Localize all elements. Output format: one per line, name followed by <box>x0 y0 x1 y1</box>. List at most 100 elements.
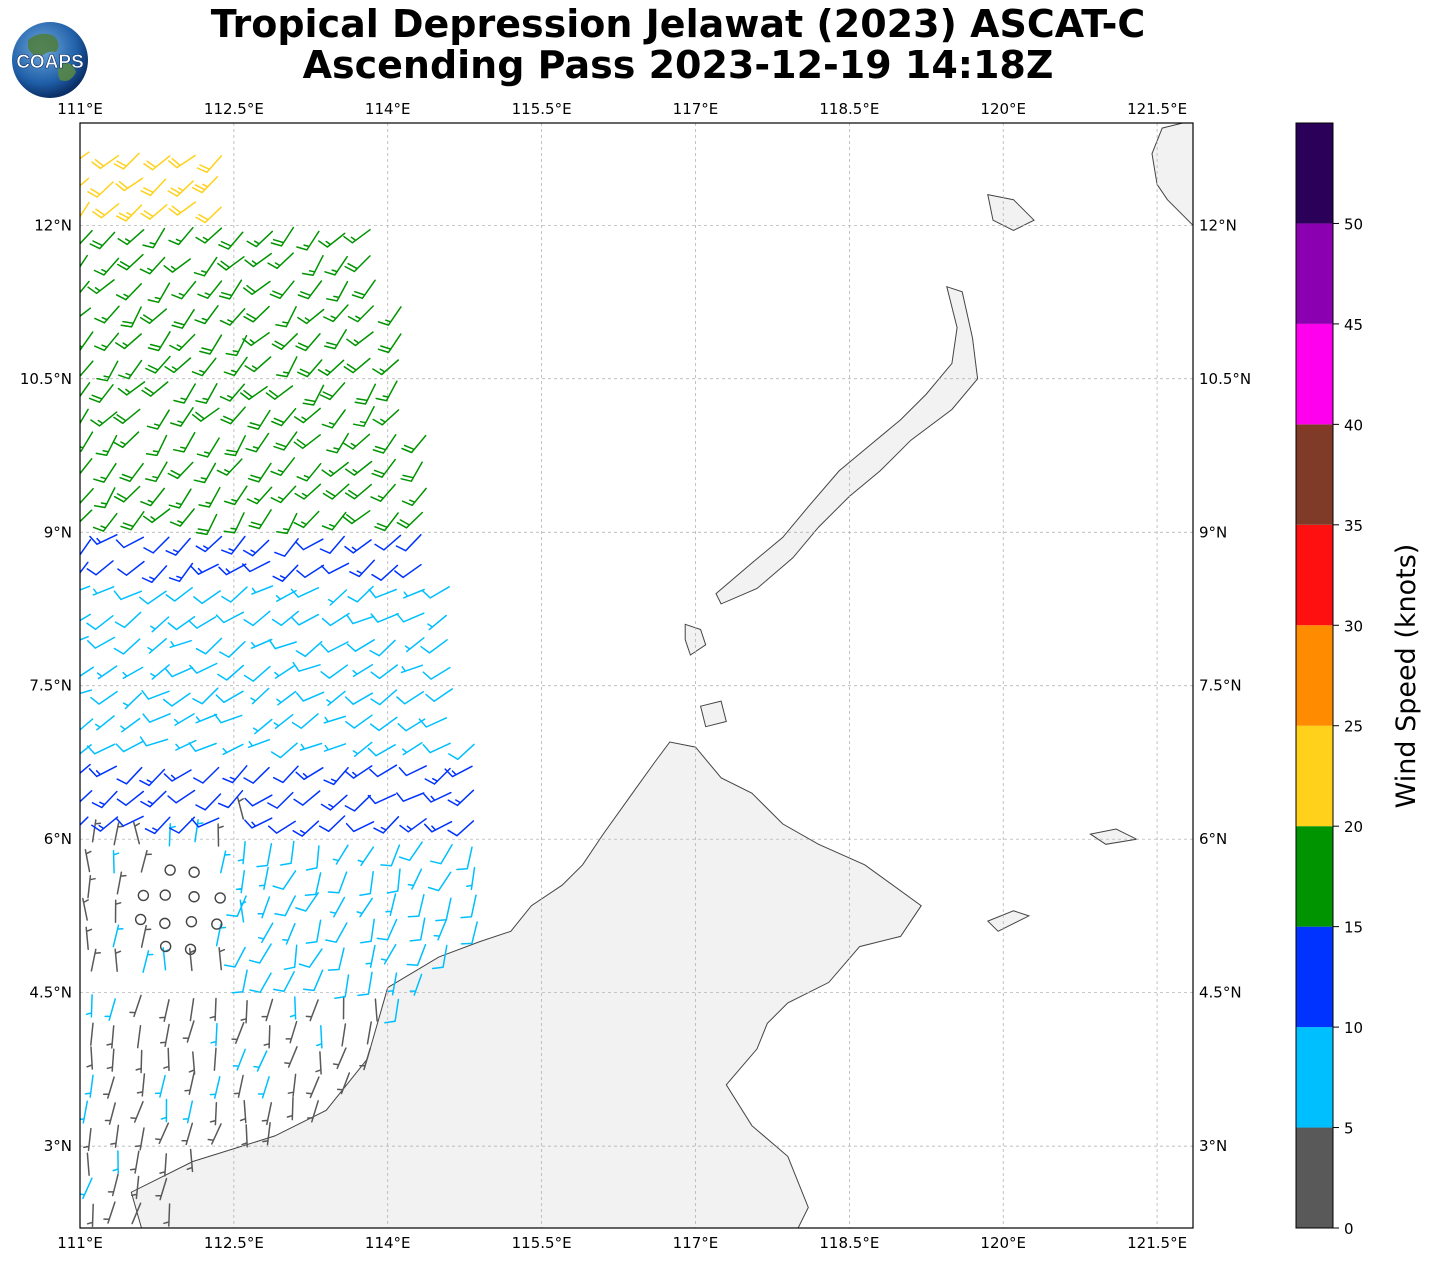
wind-barb <box>116 790 145 806</box>
wind-barb <box>270 742 298 759</box>
colorbar-tick-label: 15 <box>1344 919 1363 937</box>
wind-barb <box>246 230 274 248</box>
calm-wind-marker <box>211 918 223 930</box>
wind-barb <box>398 765 427 777</box>
wind-barb <box>235 870 246 894</box>
wind-barb <box>466 866 476 891</box>
wind-barb <box>360 918 375 944</box>
wind-barb <box>365 944 376 968</box>
wind-barb <box>275 356 298 378</box>
wind-barb <box>150 664 170 680</box>
wind-barb <box>316 1025 323 1049</box>
wind-barb <box>448 743 475 761</box>
wind-barb <box>169 639 192 649</box>
colorbar: 0 5 10 15 20 25 30 35 40 45 50 Wind Speed (knots) <box>1295 122 1422 1238</box>
wind-barb <box>219 308 246 326</box>
wind-barb <box>145 355 171 374</box>
wind-barb <box>421 586 450 599</box>
wind-barb <box>290 613 320 626</box>
wind-barb <box>272 971 295 993</box>
wind-barb <box>80 816 89 827</box>
wind-barb <box>299 742 323 751</box>
wind-barb <box>343 357 371 374</box>
wind-barb <box>298 948 323 968</box>
wind-barb <box>94 305 120 324</box>
wind-barb <box>231 1021 245 1044</box>
wind-barb <box>113 590 143 601</box>
wind-barb <box>385 893 397 917</box>
wind-barb <box>195 637 223 655</box>
wind-barb <box>129 1150 140 1174</box>
wind-barb <box>224 435 246 457</box>
lat-tick-label-left: 10.5°N <box>20 370 72 388</box>
wind-barb <box>293 407 321 424</box>
wind-barb <box>236 796 245 820</box>
wind-barb <box>168 154 196 169</box>
wind-barb <box>343 433 371 450</box>
lat-tick-label-left: 12°N <box>34 216 72 234</box>
lat-tick-label-left: 4.5°N <box>29 984 72 1002</box>
wind-barb <box>267 791 294 809</box>
wind-barb <box>88 384 114 403</box>
wind-barb <box>357 846 375 867</box>
wind-barb <box>270 457 296 477</box>
wind-barb <box>289 996 297 1020</box>
title-block: Tropical Depression Jelawat (2023) ASCAT… <box>0 4 1356 86</box>
wind-barb <box>139 768 166 787</box>
wind-barb <box>220 850 231 874</box>
wind-barb <box>143 155 171 171</box>
wind-barb <box>140 178 167 197</box>
wind-barb <box>193 256 218 277</box>
wind-barb <box>226 895 247 917</box>
wind-barb <box>349 559 376 578</box>
colorbar-tick-label: 40 <box>1344 416 1363 434</box>
lat-tick-label-left: 3°N <box>44 1137 72 1155</box>
wind-barb <box>222 743 244 756</box>
wind-barb <box>140 924 152 948</box>
wind-barb <box>218 563 247 576</box>
wind-barb <box>276 512 298 535</box>
wind-barb <box>150 616 170 633</box>
wind-barb <box>257 1076 270 1099</box>
wind-barb <box>395 534 422 552</box>
wind-barb <box>253 1050 268 1072</box>
wind-barb <box>320 664 349 679</box>
wind-barb <box>95 434 118 457</box>
wind-barb <box>87 181 114 198</box>
wind-barb <box>138 590 167 605</box>
wind-barb <box>103 1201 116 1224</box>
wind-barb <box>400 461 423 482</box>
wind-barb <box>85 926 93 951</box>
map-frame <box>79 122 1194 1229</box>
wind-barb <box>321 409 346 429</box>
wind-barb <box>418 717 448 728</box>
wind-barb <box>252 718 273 735</box>
wind-barb <box>354 383 377 405</box>
wind-barb <box>247 738 271 749</box>
wind-barb <box>189 662 218 674</box>
wind-barb <box>135 1049 143 1074</box>
wind-barb <box>194 819 204 843</box>
wind-barb <box>140 790 167 808</box>
lon-tick-label-bottom: 120°E <box>980 1234 1026 1252</box>
wind-barb <box>91 790 118 809</box>
wind-barb <box>90 1022 94 1046</box>
wind-barb <box>305 999 319 1022</box>
wind-barb <box>327 871 348 894</box>
globe-logo-icon: COAPS <box>12 22 88 98</box>
wind-barb <box>112 431 140 449</box>
wind-barb <box>191 407 220 422</box>
wind-barb <box>142 713 171 723</box>
wind-barb <box>140 204 168 220</box>
wind-barb <box>89 534 118 545</box>
wind-barb <box>215 611 245 624</box>
wind-barb <box>140 849 152 873</box>
wind-barb <box>394 563 422 579</box>
wind-barb <box>287 1073 297 1097</box>
wind-barb <box>115 815 144 827</box>
wind-barb <box>321 511 347 531</box>
wind-barb <box>239 1099 247 1124</box>
colorbar-tick-label: 5 <box>1344 1120 1354 1138</box>
wind-barb <box>292 661 321 672</box>
